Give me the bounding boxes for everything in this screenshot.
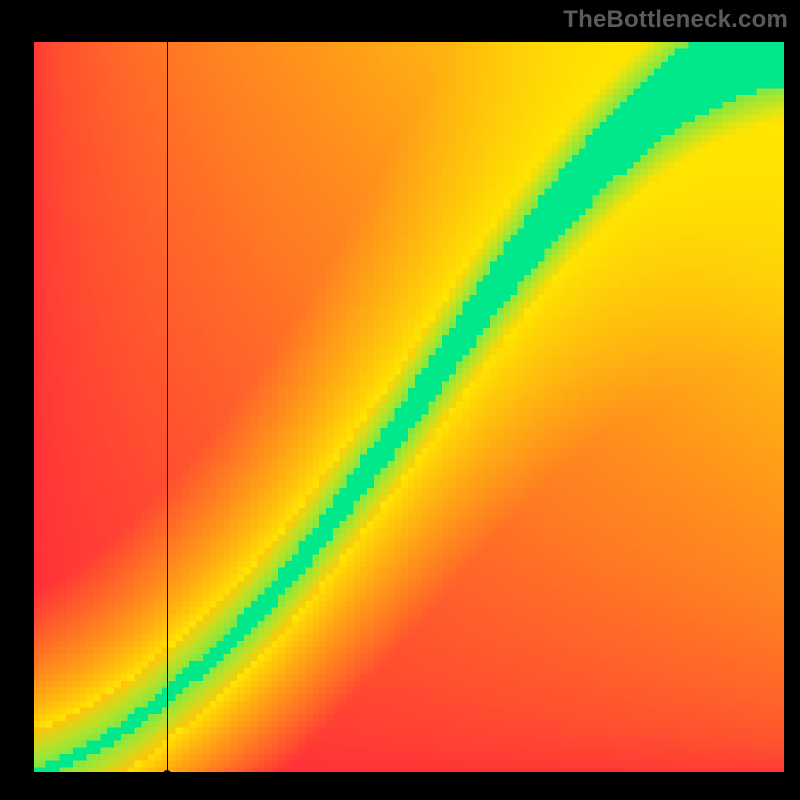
- marker-vertical-line: [167, 42, 168, 774]
- x-axis-line: [32, 772, 784, 774]
- y-axis-line: [32, 42, 34, 774]
- heatmap-canvas: [32, 42, 784, 774]
- marker-dot: [163, 770, 171, 778]
- watermark-text: TheBottleneck.com: [563, 6, 788, 34]
- heatmap-plot: [32, 42, 784, 774]
